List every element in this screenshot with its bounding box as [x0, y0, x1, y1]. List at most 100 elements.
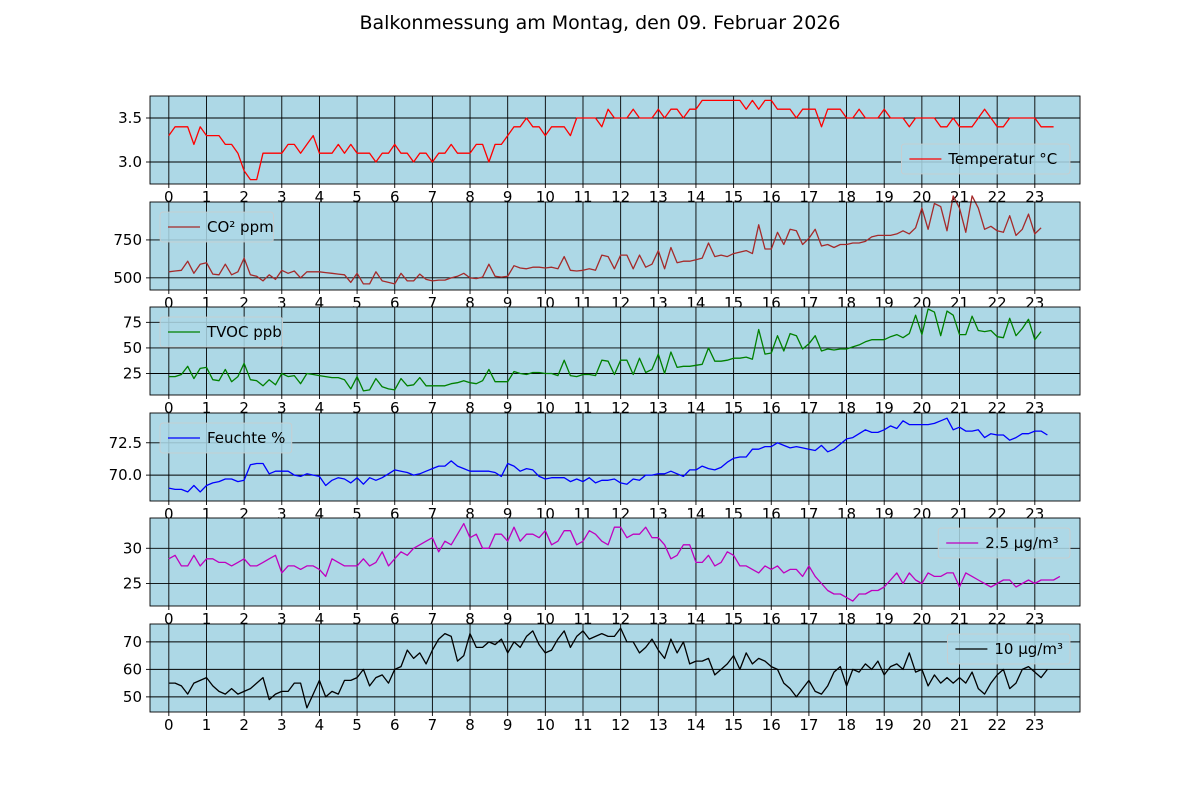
x-tick-label: 14	[686, 716, 705, 734]
series-line	[168, 417, 1048, 493]
legend-label: 2.5 µg/m³	[985, 534, 1058, 552]
legend-label: TVOC ppb	[206, 323, 282, 341]
x-tick-label: 23	[1025, 610, 1044, 628]
plot-frame	[149, 517, 1081, 607]
x-tick-label: 21	[950, 610, 969, 628]
x-tick-label: 18	[837, 610, 856, 628]
x-tick-label: 7	[428, 716, 438, 734]
x-tick-label: 14	[686, 610, 705, 628]
x-tick-label: 21	[950, 188, 969, 206]
x-tick-label: 8	[465, 399, 475, 417]
x-tick-label: 22	[988, 188, 1007, 206]
legend: TVOC ppb	[159, 316, 283, 348]
x-tick-label: 20	[912, 188, 931, 206]
subplot-5: 0 1 2 3 4 5 6 7 8 9 10 11 12 13 14 15 16 17 18 19 20 21 22 2325…	[123, 517, 1081, 628]
y-tick-label: 25	[123, 365, 142, 383]
x-tick-label: 1	[202, 188, 212, 206]
x-tick-label: 6	[390, 294, 400, 312]
x-tick-label: 6	[390, 399, 400, 417]
x-tick-label: 12	[611, 188, 630, 206]
x-tick-label: 20	[912, 610, 931, 628]
x-tick-label: 7	[428, 294, 438, 312]
chart-title: Balkonmessung am Montag, den 09. Februar…	[359, 12, 841, 34]
x-tick-label: 17	[799, 399, 818, 417]
x-tick-label: 23	[1025, 399, 1044, 417]
x-tick-label: 8	[465, 610, 475, 628]
x-tick-label: 18	[837, 399, 856, 417]
x-tick-label: 4	[315, 610, 325, 628]
x-tick-label: 6	[390, 188, 400, 206]
x-tick-label: 0	[164, 399, 174, 417]
y-tick-label: 3.5	[118, 109, 142, 127]
plot-frame	[149, 412, 1081, 502]
x-tick-label: 14	[686, 399, 705, 417]
x-tick-label: 5	[352, 399, 362, 417]
subplot-2: 0 1 2 3 4 5 6 7 8 9 10 11 12 13 14 15 16 17 18 19 20 21 22 2350…	[113, 195, 1081, 312]
x-tick-label: 3	[277, 610, 287, 628]
legend-box	[901, 143, 1071, 175]
x-tick-label: 7	[428, 188, 438, 206]
x-tick-label: 10	[536, 610, 555, 628]
x-tick-label: 4	[315, 505, 325, 523]
legend: 10 µg/m³	[947, 633, 1071, 665]
series-line	[168, 522, 1061, 602]
x-tick-label: 19	[875, 399, 894, 417]
x-tick-label: 22	[988, 399, 1007, 417]
x-tick-label: 3	[277, 505, 287, 523]
y-tick-label: 72.5	[109, 434, 142, 452]
legend: 2.5 µg/m³	[937, 527, 1071, 559]
legend-box	[937, 527, 1071, 559]
x-tick-label: 7	[428, 505, 438, 523]
series-line	[168, 308, 1042, 392]
x-tick-label: 2	[239, 188, 249, 206]
x-tick-label: 17	[799, 716, 818, 734]
legend-label: 10 µg/m³	[994, 640, 1063, 658]
x-tick-label: 1	[202, 399, 212, 417]
x-tick-label: 5	[352, 505, 362, 523]
x-tick-label: 23	[1025, 716, 1044, 734]
plot-background	[150, 624, 1080, 712]
x-tick-label: 5	[352, 610, 362, 628]
x-tick-label: 11	[573, 188, 592, 206]
x-tick-label: 3	[277, 294, 287, 312]
legend-box	[159, 211, 274, 243]
plot-background	[150, 413, 1080, 501]
legend-label: CO² ppm	[207, 218, 274, 236]
x-tick-label: 5	[352, 294, 362, 312]
x-tick-label: 0	[164, 716, 174, 734]
x-tick-label: 10	[536, 188, 555, 206]
x-tick-label: 12	[611, 399, 630, 417]
x-tick-label: 9	[503, 610, 513, 628]
legend: Temperatur °C	[901, 143, 1071, 175]
x-tick-label: 3	[277, 716, 287, 734]
x-tick-label: 16	[762, 610, 781, 628]
x-tick-label: 13	[649, 188, 668, 206]
x-tick-label: 0	[164, 505, 174, 523]
x-tick-label: 14	[686, 188, 705, 206]
x-tick-label: 5	[352, 716, 362, 734]
x-tick-label: 13	[649, 399, 668, 417]
x-tick-label: 11	[573, 399, 592, 417]
x-tick-label: 3	[277, 188, 287, 206]
x-tick-label: 0	[164, 188, 174, 206]
subplot-6: 0 1 2 3 4 5 6 7 8 9 10 11 12 13 14 15 16 17 18 19 20 21 22 2350…	[123, 623, 1081, 734]
x-tick-label: 6	[390, 610, 400, 628]
x-tick-label: 4	[315, 716, 325, 734]
x-tick-label: 12	[611, 716, 630, 734]
x-tick-label: 18	[837, 716, 856, 734]
subplot-3: 0 1 2 3 4 5 6 7 8 9 10 11 12 13 14 15 16 17 18 19 20 21 22 2325…	[123, 306, 1081, 417]
plot-frame	[149, 306, 1081, 396]
x-tick-label: 13	[649, 610, 668, 628]
x-tick-label: 20	[912, 399, 931, 417]
x-tick-label: 23	[1025, 188, 1044, 206]
x-tick-label: 17	[799, 610, 818, 628]
x-tick-label: 15	[724, 188, 743, 206]
x-tick-label: 19	[875, 610, 894, 628]
x-tick-label: 9	[503, 188, 513, 206]
x-tick-label: 21	[950, 716, 969, 734]
x-tick-label: 16	[762, 399, 781, 417]
x-tick-label: 11	[573, 716, 592, 734]
plot-frame	[149, 623, 1081, 713]
plot-background	[150, 518, 1080, 606]
